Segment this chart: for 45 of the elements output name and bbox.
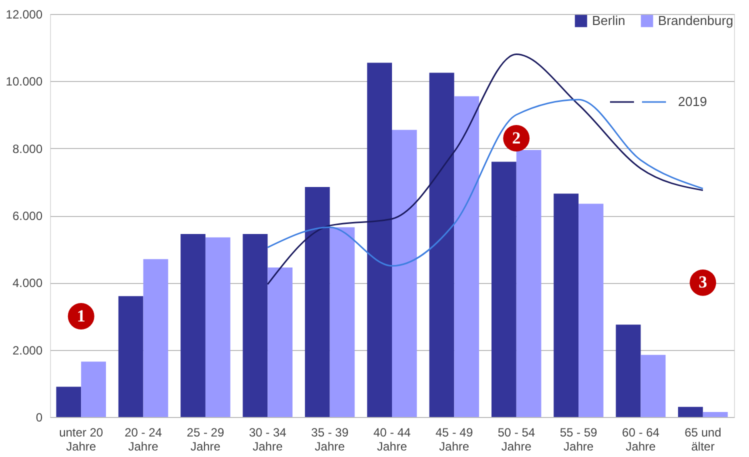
bar — [304, 186, 330, 417]
bar — [491, 162, 516, 417]
bar — [180, 234, 206, 417]
x-tick-label: 65 und älter — [684, 426, 722, 454]
bar — [268, 268, 293, 417]
bar — [392, 130, 417, 417]
bar — [554, 194, 579, 417]
bar — [330, 227, 355, 417]
bar — [81, 362, 106, 417]
y-tick-label: 2.000 — [12, 343, 43, 358]
y-tick-label: 12.000 — [6, 8, 43, 22]
bar — [143, 259, 168, 417]
bar — [578, 204, 604, 417]
bar — [242, 234, 268, 417]
x-tick-label: unter 20 Jahre — [59, 426, 104, 454]
x-tick-label: 25 - 29 Jahre — [186, 426, 224, 454]
legend-label: Brandenburg — [658, 13, 734, 28]
bar — [454, 96, 480, 417]
annotation: 2 — [512, 128, 521, 148]
x-tick-label: 45 - 49 Jahre — [436, 426, 474, 454]
y-tick-label: 8.000 — [12, 142, 43, 156]
x-tick-label: 30 - 34 Jahre — [248, 426, 287, 454]
bar — [367, 62, 392, 417]
x-tick-label: 40 - 44 Jahre — [373, 426, 412, 454]
bar — [702, 412, 728, 417]
bar — [429, 72, 454, 417]
x-tick-label: 35 - 39 Jahre — [311, 426, 349, 454]
legend-label: Berlin — [592, 13, 626, 28]
x-tick-label: 50 - 54 Jahre — [498, 426, 536, 454]
bar — [118, 296, 144, 417]
x-tick-label: 20 - 24 Jahre — [124, 426, 162, 454]
bar — [616, 324, 641, 417]
y-tick-label: 0 — [36, 410, 43, 424]
x-tick-label: 55 - 59 Jahre — [560, 426, 598, 454]
bar — [205, 237, 230, 417]
legend-label: 2019 — [678, 94, 707, 109]
bar — [678, 406, 703, 417]
y-tick-label: 6.000 — [12, 209, 43, 223]
annotation: 1 — [76, 306, 86, 326]
x-tick-label: 60 - 64 Jahre — [622, 426, 660, 454]
y-tick-label: 4.000 — [12, 276, 43, 290]
bar — [640, 354, 666, 417]
bar — [56, 386, 82, 417]
y-tick-label: 10.000 — [6, 74, 43, 89]
annotation: 3 — [698, 272, 708, 292]
